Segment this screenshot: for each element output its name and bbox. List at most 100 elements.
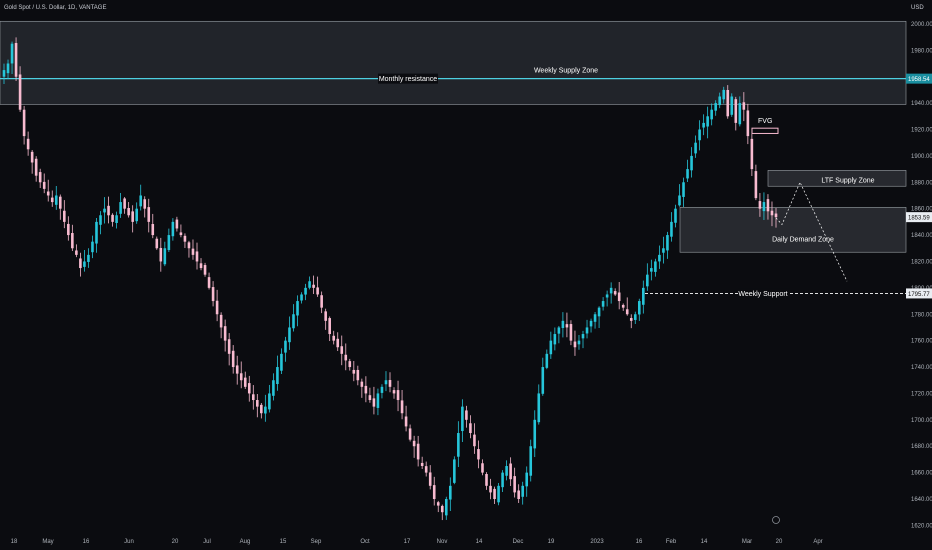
candle-body (54, 195, 58, 205)
candle-body (714, 103, 717, 111)
candle-body (541, 367, 545, 394)
price-tick-label: 1660.00 (911, 471, 932, 477)
candle-body (187, 242, 191, 249)
candle-body (453, 459, 456, 483)
candle-body (296, 301, 299, 316)
currency-label: USD (911, 5, 924, 11)
candle-body (63, 210, 66, 222)
candle-body (400, 400, 404, 414)
candle-body (396, 390, 400, 401)
candle-body (473, 434, 476, 447)
candle-body (95, 221, 98, 244)
candle-body (738, 103, 742, 125)
candle-body (477, 449, 480, 460)
candle-body (75, 250, 78, 255)
candle-body (300, 294, 303, 301)
candle-body (481, 463, 484, 473)
candle-body (14, 43, 18, 77)
time-tick-label: Nov (437, 539, 448, 545)
monthly-resistance-label-bg (378, 73, 438, 84)
price-tick-label: 1780.00 (911, 312, 932, 318)
candle-body (698, 129, 701, 141)
time-tick-label: 19 (548, 539, 555, 545)
candle-body (444, 499, 448, 516)
candle-body (304, 287, 307, 295)
weekly-supply-zone-label: Weekly Supply Zone (534, 68, 598, 75)
candle-body (227, 339, 231, 354)
time-tick-label: Dec (513, 539, 524, 545)
candle-body (521, 485, 524, 497)
candle-body (115, 215, 118, 224)
candle-body (2, 70, 6, 77)
ltf-supply-zone-label: LTF Supply Zone (821, 177, 874, 184)
candle-body (46, 191, 50, 196)
daily-demand-zone-label: Daily Demand Zone (772, 237, 834, 244)
candle-body (199, 263, 203, 269)
candle-body (71, 233, 74, 249)
candle-body (171, 221, 175, 237)
candle-body (376, 393, 380, 408)
candle-body (231, 350, 235, 368)
ltf-supply-zone (767, 170, 907, 187)
candle-body (131, 211, 134, 222)
candle-body (119, 202, 122, 214)
candle-body (758, 201, 762, 209)
candle-body (469, 423, 472, 434)
candle-body (633, 314, 637, 320)
candle-body (159, 247, 163, 262)
price-tick-label: 1940.00 (911, 101, 932, 107)
candle-body (139, 195, 143, 207)
candle-body (332, 335, 336, 341)
candle-body (722, 89, 726, 100)
candle-body (251, 394, 255, 401)
time-tick-label: 17 (404, 539, 411, 545)
candle-body (111, 214, 114, 222)
time-tick-label: Oct (360, 539, 370, 545)
candle-body (67, 223, 70, 236)
price-axis: 2000.001980.001960.001940.001920.001900.… (906, 22, 932, 529)
candle-body (412, 440, 416, 447)
candle-body (247, 383, 251, 394)
candles-layer (2, 37, 778, 521)
candle-body (545, 353, 549, 368)
candle-body (420, 462, 424, 467)
candle-body (368, 395, 372, 401)
price-tick-label: 1880.00 (911, 180, 932, 186)
candle-body (408, 428, 412, 440)
candle-body (352, 369, 356, 374)
candle-body (83, 261, 86, 267)
price-tick-label: 1980.00 (911, 48, 932, 54)
candle-body (581, 334, 585, 339)
candle-body (750, 138, 754, 170)
candle-body (533, 419, 537, 449)
candle-body (593, 314, 597, 322)
candle-body (565, 324, 569, 328)
candle-body (384, 380, 388, 385)
fvg-box (751, 127, 779, 134)
candle-body (553, 334, 557, 345)
candle-body (215, 300, 219, 315)
candle-body (605, 294, 609, 298)
current-price-badge (906, 212, 932, 223)
candle-body (549, 340, 553, 355)
candle-body (91, 241, 94, 253)
candle-body (328, 318, 331, 335)
time-tick-label: Feb (666, 539, 677, 545)
symbol-title: Gold Spot / U.S. Dollar, 1D, VANTAGE (4, 5, 107, 11)
candle-body (690, 155, 693, 171)
price-tick-label: 1920.00 (911, 127, 932, 133)
time-tick-label: 20 (172, 539, 179, 545)
candle-body (432, 485, 436, 500)
candle-body (107, 205, 110, 216)
candle-body (621, 304, 625, 308)
candle-body (179, 232, 183, 236)
candle-body (501, 472, 504, 488)
candle-body (243, 377, 247, 387)
candle-body (276, 367, 279, 385)
candle-body (22, 109, 26, 137)
candle-body (42, 181, 46, 189)
candle-body (718, 96, 722, 106)
time-tick-label: Sep (311, 539, 322, 545)
price-tick-label: 1700.00 (911, 418, 932, 424)
